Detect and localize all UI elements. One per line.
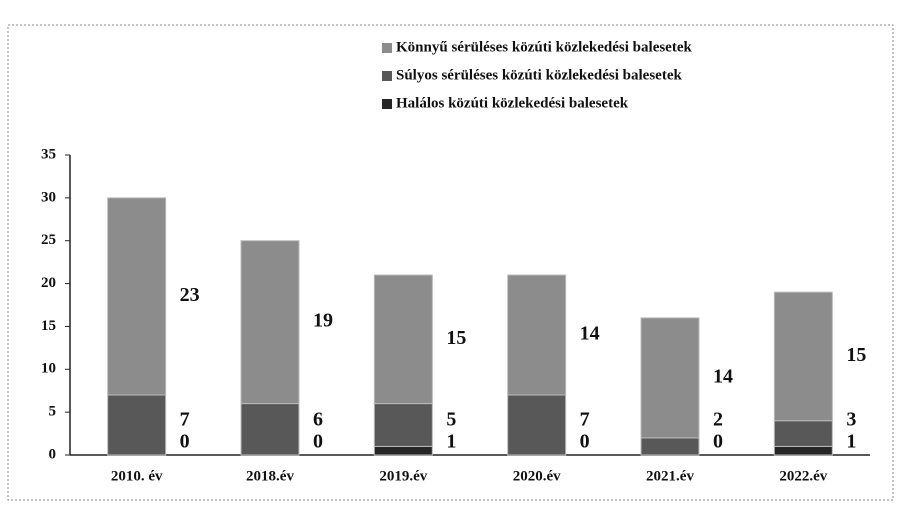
bar-segment bbox=[640, 317, 700, 439]
data-label: 0 bbox=[313, 431, 323, 453]
bar-segment bbox=[507, 274, 567, 396]
y-tick-label: 15 bbox=[41, 318, 56, 334]
data-label: 14 bbox=[713, 365, 733, 387]
data-label: 14 bbox=[580, 323, 600, 345]
x-tick-label: 2018.év bbox=[246, 468, 294, 484]
bar-segment bbox=[773, 420, 833, 447]
legend-swatch bbox=[382, 43, 392, 53]
x-tick-label: 2021.év bbox=[646, 468, 694, 484]
data-label: 5 bbox=[446, 409, 456, 431]
bar-segment bbox=[773, 291, 833, 422]
y-tick-label: 30 bbox=[41, 189, 56, 205]
y-tick-label: 25 bbox=[41, 232, 56, 248]
x-tick-label: 2019.év bbox=[379, 468, 427, 484]
bar-segment bbox=[107, 394, 167, 456]
data-label: 0 bbox=[713, 431, 723, 453]
y-tick-label: 5 bbox=[49, 404, 57, 420]
bar-segment bbox=[507, 394, 567, 456]
data-label: 19 bbox=[313, 310, 333, 332]
y-tick-label: 10 bbox=[41, 361, 56, 377]
y-tick-label: 20 bbox=[41, 275, 56, 291]
data-label: 1 bbox=[846, 431, 856, 453]
x-tick-label: 2010. év bbox=[111, 468, 163, 484]
legend-swatch bbox=[382, 99, 392, 109]
bar-segment bbox=[373, 274, 433, 405]
legend-swatch bbox=[382, 71, 392, 81]
bar-segment bbox=[240, 403, 300, 456]
legend-label: Súlyos sérüléses közúti közlekedési bale… bbox=[396, 67, 682, 83]
data-label: 15 bbox=[846, 344, 866, 366]
data-label: 2 bbox=[713, 409, 723, 431]
bar-segment bbox=[640, 437, 700, 456]
bar-segment bbox=[373, 445, 433, 456]
legend-label: Könnyű sérüléses közúti közlekedési bale… bbox=[396, 39, 692, 55]
bar-segment bbox=[373, 403, 433, 447]
bar-segment bbox=[773, 445, 833, 456]
legend-label: Halálos közúti közlekedési balesetek bbox=[396, 95, 629, 111]
bar-segment bbox=[107, 197, 167, 396]
data-label: 3 bbox=[846, 409, 856, 431]
data-label: 0 bbox=[180, 431, 190, 453]
data-label: 0 bbox=[580, 431, 590, 453]
data-label: 23 bbox=[180, 284, 200, 306]
data-label: 1 bbox=[446, 431, 456, 453]
y-tick-label: 35 bbox=[41, 146, 56, 162]
data-label: 7 bbox=[180, 409, 190, 431]
x-tick-label: 2020.év bbox=[513, 468, 561, 484]
data-label: 7 bbox=[580, 409, 590, 431]
data-label: 15 bbox=[446, 327, 466, 349]
y-tick-label: 0 bbox=[49, 446, 57, 462]
data-label: 6 bbox=[313, 409, 323, 431]
x-tick-label: 2022.év bbox=[779, 468, 827, 484]
bar-segment bbox=[240, 240, 300, 405]
